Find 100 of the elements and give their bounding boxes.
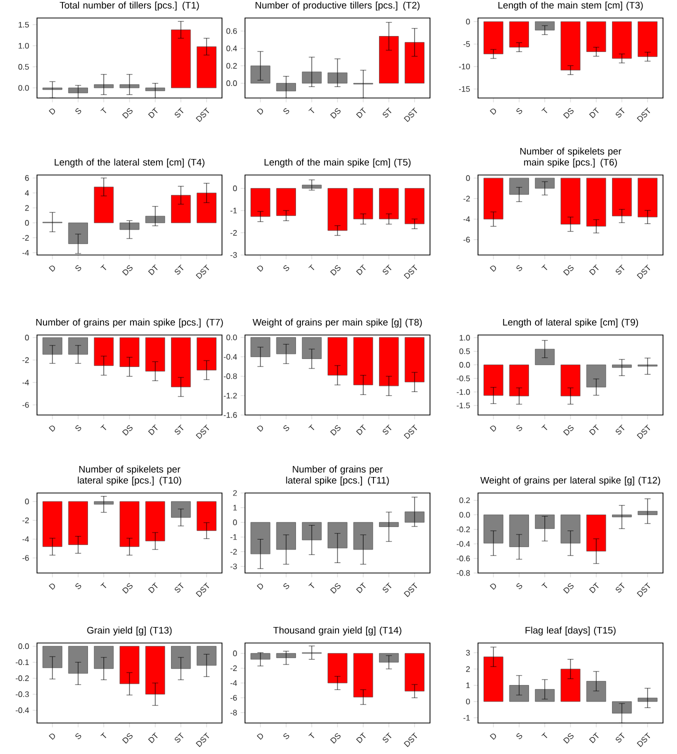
chart-title: Number of grains per lateral spike [pcs.] (T11) bbox=[286, 466, 389, 486]
x-tick-label: DS bbox=[563, 733, 574, 744]
x-tick-label: DT bbox=[148, 732, 158, 744]
x-tick-label: D bbox=[48, 584, 55, 590]
y-tick-label: -5 bbox=[463, 41, 470, 47]
x-tick-label: DT bbox=[356, 424, 366, 436]
bar bbox=[404, 42, 424, 84]
x-tick-label: DT bbox=[356, 107, 366, 118]
bar bbox=[534, 689, 555, 702]
x-tick-label: D bbox=[256, 426, 263, 432]
x-tick-label: DS bbox=[122, 583, 133, 594]
x-tick-label: DT bbox=[356, 732, 366, 744]
y-tick-label: -6 bbox=[463, 236, 470, 242]
y-tick-label: -6 bbox=[230, 694, 237, 701]
y-tick-label: -1 bbox=[463, 715, 470, 721]
x-tick-label: D bbox=[490, 734, 496, 740]
bar bbox=[612, 701, 632, 714]
bar bbox=[68, 88, 88, 94]
x-tick-label: ST bbox=[174, 732, 184, 743]
y-tick-label: 0.0 bbox=[18, 85, 29, 91]
x-tick-label: D bbox=[256, 266, 264, 272]
y-tick-label: -0.8 bbox=[456, 570, 470, 576]
x-tick-label: T bbox=[541, 732, 548, 738]
y-tick-label: -2 bbox=[463, 196, 470, 202]
chart-title: Number of grains per main spike [pcs.] (T7) bbox=[36, 318, 223, 328]
bar bbox=[302, 72, 322, 84]
x-tick-label: ST bbox=[616, 424, 624, 435]
bar bbox=[145, 88, 166, 92]
x-tick-label: ST bbox=[382, 732, 392, 743]
x-tick-label: S bbox=[516, 733, 522, 740]
x-tick-label: S bbox=[75, 265, 82, 272]
x-tick-label: ST bbox=[382, 107, 392, 118]
y-tick-label: -0.6 bbox=[456, 556, 470, 562]
y-tick-label: 0 bbox=[25, 334, 29, 340]
bar bbox=[638, 698, 658, 702]
bar bbox=[94, 186, 114, 224]
y-tick-label: 1.0 bbox=[460, 334, 470, 341]
x-tick-label: ST bbox=[616, 732, 624, 743]
y-tick-label: -0.1 bbox=[16, 659, 29, 666]
y-tick-label: 6 bbox=[25, 175, 29, 181]
y-tick-label: 0 bbox=[466, 175, 470, 181]
chart-title: Number of spikelets per lateral spike [pcs.] (T10) bbox=[78, 466, 182, 486]
chart-title: Thousand grain yield [g] (T14) bbox=[273, 626, 402, 636]
x-tick-label: DT bbox=[589, 424, 599, 436]
bar bbox=[586, 681, 606, 702]
y-tick-label: 0 bbox=[233, 520, 237, 526]
x-tick-label: T bbox=[100, 424, 106, 430]
y-tick-label: 0 bbox=[466, 698, 470, 704]
x-tick-label: D bbox=[490, 266, 496, 272]
x-tick-label: DT bbox=[356, 582, 366, 594]
y-tick-label: 3 bbox=[466, 650, 470, 656]
x-tick-label: DS bbox=[122, 265, 133, 276]
y-tick-label: -0.8 bbox=[224, 373, 237, 380]
y-tick-label: -0.4 bbox=[16, 707, 29, 714]
y-tick-label: 1 bbox=[233, 504, 237, 510]
y-tick-label: -0.4 bbox=[224, 354, 237, 360]
y-tick-label: 1.5 bbox=[18, 22, 29, 28]
x-tick-label: D bbox=[48, 734, 55, 740]
y-tick-label: -2 bbox=[230, 230, 237, 236]
x-tick-label: D bbox=[490, 426, 496, 432]
x-tick-label: DS bbox=[122, 425, 133, 436]
y-tick-label: 0.0 bbox=[18, 643, 29, 650]
y-tick-label: -2 bbox=[230, 548, 237, 555]
y-tick-label: -1.6 bbox=[224, 412, 237, 418]
y-tick-label: 2 bbox=[466, 666, 470, 672]
bar bbox=[94, 84, 114, 88]
x-tick-label: DT bbox=[356, 264, 366, 276]
bar bbox=[560, 668, 580, 702]
x-tick-label: T bbox=[541, 107, 548, 114]
y-tick-label: -2 bbox=[22, 235, 29, 241]
y-tick-label: 0.2 bbox=[226, 62, 237, 69]
chart-title: Weight of grains per main spike [g] (T8) bbox=[252, 318, 422, 328]
chart-title: Number of productive tillers [pcs.] (T2) bbox=[256, 2, 420, 10]
x-tick-label: T bbox=[100, 107, 106, 114]
x-tick-label: DT bbox=[589, 107, 599, 118]
chart-title: Number of spikelets per main spike [pcs.] (T6) bbox=[520, 148, 622, 168]
y-tick-label: -1 bbox=[230, 534, 237, 540]
bar bbox=[196, 192, 216, 224]
x-tick-label: S bbox=[283, 583, 290, 590]
chart-title: Weight of grains per lateral spike [g] (T12) bbox=[480, 476, 660, 486]
y-tick-label: 0.5 bbox=[18, 64, 29, 70]
bar bbox=[484, 656, 504, 702]
y-tick-label: -4 bbox=[22, 250, 29, 256]
chart-title: Length of the main stem [cm] (T3) bbox=[498, 2, 643, 10]
x-tick-label: D bbox=[48, 108, 55, 115]
bar bbox=[328, 72, 348, 84]
chart-title: Grain yield [g] (T13) bbox=[87, 626, 172, 636]
y-tick-label: -4 bbox=[22, 536, 29, 542]
x-tick-label: S bbox=[75, 583, 82, 590]
y-tick-label: 0 bbox=[25, 498, 29, 504]
x-tick-label: DT bbox=[148, 582, 158, 594]
x-tick-label: ST bbox=[382, 264, 392, 275]
x-tick-label: DS bbox=[330, 265, 341, 276]
y-tick-label: 0.5 bbox=[459, 348, 470, 354]
y-tick-label: -0.5 bbox=[456, 376, 470, 382]
x-tick-label: D bbox=[490, 108, 496, 115]
bar bbox=[196, 46, 216, 88]
y-tick-label: -3 bbox=[230, 252, 237, 258]
x-tick-label: S bbox=[75, 108, 82, 114]
y-tick-label: -15 bbox=[459, 86, 470, 92]
